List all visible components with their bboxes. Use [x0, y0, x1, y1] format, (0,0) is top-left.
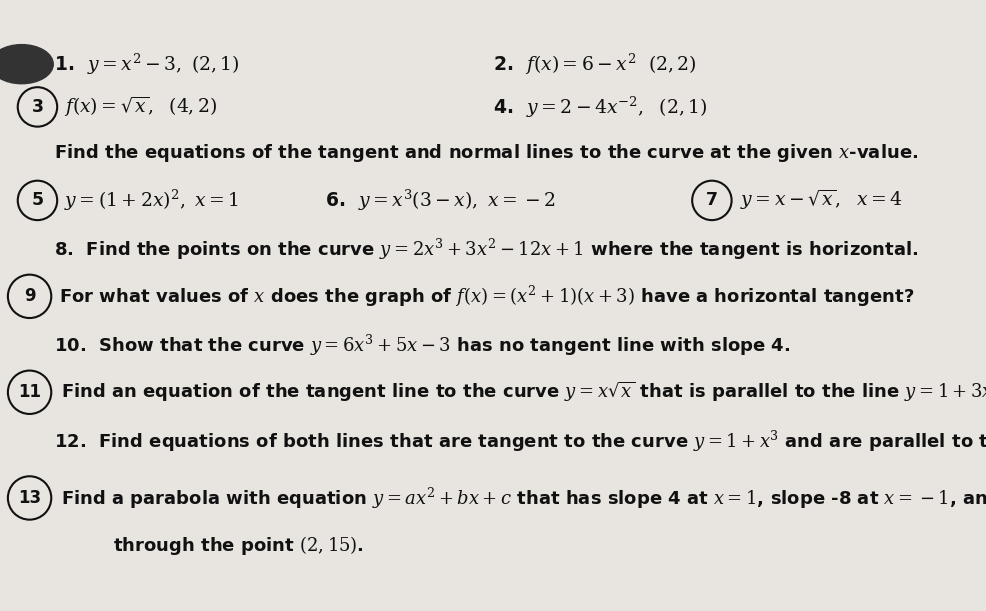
Text: $y=x-\sqrt{x},\ \ x=4$: $y=x-\sqrt{x},\ \ x=4$ [740, 188, 902, 213]
Circle shape [0, 45, 53, 84]
Text: 12.  Find equations of both lines that are tangent to the curve $y=1+x^3$ and ar: 12. Find equations of both lines that ar… [54, 428, 986, 454]
Text: 11: 11 [18, 383, 41, 401]
Text: 7: 7 [706, 191, 718, 210]
Text: For what values of $x$ does the graph of $f(x)=(x^2+1)(x+3)$ have a horizontal t: For what values of $x$ does the graph of… [59, 284, 914, 309]
Text: 13: 13 [18, 489, 41, 507]
Text: 5: 5 [32, 191, 43, 210]
Text: Find an equation of the tangent line to the curve $y=x\sqrt{x}$ that is parallel: Find an equation of the tangent line to … [61, 380, 986, 404]
Text: 4.  $y=2-4x^{-2},\ \ (2,1)$: 4. $y=2-4x^{-2},\ \ (2,1)$ [493, 94, 708, 120]
Text: 3: 3 [32, 98, 43, 116]
Text: 6.  $y=x^3(3-x),\ x=-2$: 6. $y=x^3(3-x),\ x=-2$ [325, 188, 556, 213]
Text: 1.  $y=x^2-3,\ (2,1)$: 1. $y=x^2-3,\ (2,1)$ [54, 51, 240, 77]
Text: 9: 9 [24, 287, 35, 306]
Text: $f(x)=\sqrt{x},\ \ (4,2)$: $f(x)=\sqrt{x},\ \ (4,2)$ [64, 95, 217, 119]
Text: 8.  Find the points on the curve $y=2x^3+3x^2-12x+1$ where the tangent is horizo: 8. Find the points on the curve $y=2x^3+… [54, 236, 919, 262]
Text: 10.  Show that the curve $y=6x^3+5x-3$ has no tangent line with slope 4.: 10. Show that the curve $y=6x^3+5x-3$ ha… [54, 332, 791, 358]
Text: Find a parabola with equation $y=ax^2+bx+c$ that has slope 4 at $x=1$, slope -8 : Find a parabola with equation $y=ax^2+bx… [61, 485, 986, 511]
Text: Find the equations of the tangent and normal lines to the curve at the given $x$: Find the equations of the tangent and no… [54, 142, 919, 164]
Text: 2.  $f(x)=6-x^2\ \ (2,2)$: 2. $f(x)=6-x^2\ \ (2,2)$ [493, 51, 696, 77]
Text: $y=(1+2x)^2,\ x=1$: $y=(1+2x)^2,\ x=1$ [64, 188, 240, 213]
Text: through the point $(2,15)$.: through the point $(2,15)$. [113, 533, 365, 557]
